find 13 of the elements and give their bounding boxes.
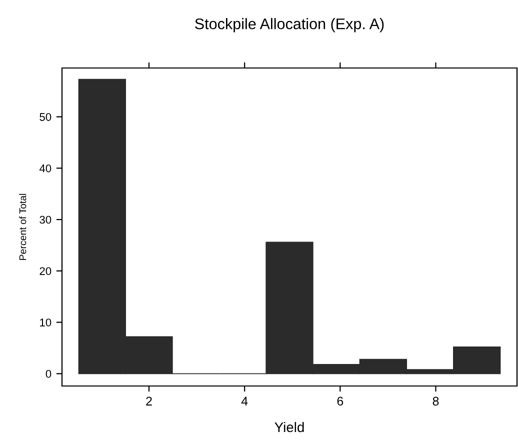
x-tick-label: 6 [337, 396, 344, 406]
y-axis-title: Percent of Total [19, 194, 26, 260]
y-tick-label: 40 [39, 164, 52, 172]
y-tick-label: 10 [40, 318, 52, 326]
y-tick-label: 50 [40, 113, 52, 121]
y-tick-label: 0 [46, 370, 52, 378]
y-tick-label: 30 [40, 216, 52, 224]
chart-title: Stockpile Allocation (Exp. A) [195, 18, 384, 32]
x-tick-label: 8 [432, 396, 439, 406]
y-tick-label: 20 [40, 267, 52, 276]
x-tick-label: 2 [146, 396, 152, 406]
x-axis-title: Yield [274, 422, 304, 432]
x-tick-label: 4 [241, 396, 248, 406]
